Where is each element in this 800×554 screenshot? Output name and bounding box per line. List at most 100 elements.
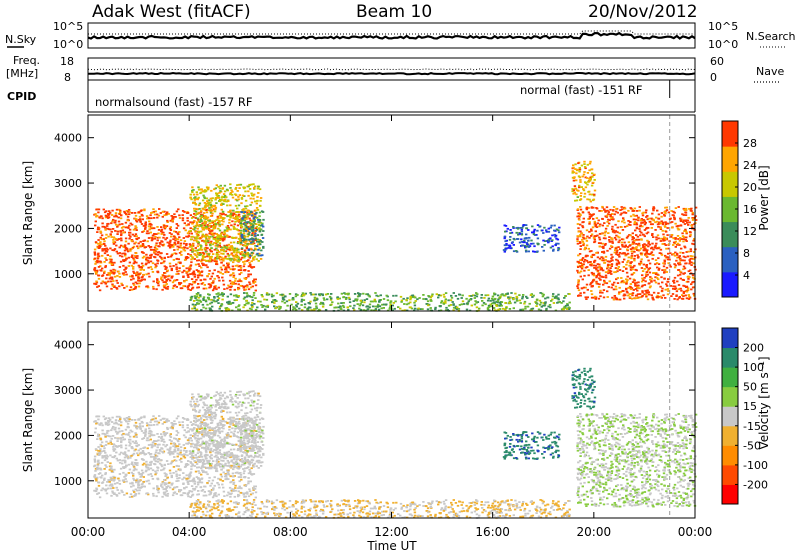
echo-cell <box>138 218 142 220</box>
echo-cell <box>217 428 220 431</box>
echo-cell <box>452 309 455 312</box>
echo-cell <box>590 228 593 231</box>
echo-cell <box>215 252 219 255</box>
echo-cell <box>254 297 257 299</box>
echo-cell <box>207 253 211 256</box>
echo-cell <box>210 467 213 470</box>
echo-cell <box>193 305 196 308</box>
echo-cell <box>689 231 692 234</box>
echo-cell <box>99 260 102 263</box>
echo-cell <box>579 179 582 181</box>
echo-cell <box>512 226 515 228</box>
echo-cell <box>206 224 209 226</box>
echo-cell <box>582 244 585 247</box>
echo-cell <box>392 302 395 304</box>
echo-cell <box>637 284 640 287</box>
echo-cell <box>256 245 259 247</box>
echo-cell <box>205 264 208 267</box>
echo-cell <box>120 226 124 229</box>
echo-cell <box>204 299 207 302</box>
echo-cell <box>200 225 203 227</box>
echo-cell <box>211 212 214 215</box>
echo-cell <box>468 295 471 297</box>
echo-cell <box>621 220 624 223</box>
echo-cell <box>206 266 209 269</box>
echo-cell <box>146 217 149 220</box>
echo-cell <box>392 294 395 297</box>
echo-cell <box>122 260 126 262</box>
echo-cell <box>640 280 644 283</box>
echo-cell <box>682 292 685 294</box>
echo-cell <box>686 222 689 224</box>
echo-cell <box>185 224 188 227</box>
echo-cell <box>216 422 219 425</box>
echo-cell <box>247 249 250 251</box>
echo-cell <box>601 242 604 245</box>
echo-cell <box>234 264 238 267</box>
echo-cell <box>671 214 674 216</box>
echo-cell <box>599 291 602 294</box>
echo-cell <box>625 263 628 266</box>
echo-cell <box>504 309 507 312</box>
echo-cell <box>255 216 259 219</box>
echo-cell <box>577 281 580 284</box>
echo-cell <box>133 212 137 214</box>
echo-cell <box>579 275 582 278</box>
echo-cell <box>152 249 156 251</box>
echo-cell <box>127 472 130 474</box>
echo-cell <box>250 201 254 204</box>
echo-cell <box>545 229 548 232</box>
echo-cell <box>104 472 107 474</box>
echo-cell <box>247 255 250 258</box>
echo-cell <box>152 208 155 211</box>
echo-cell <box>214 198 217 201</box>
echo-cell <box>600 259 604 262</box>
echo-cell <box>368 306 371 309</box>
echo-cell <box>209 307 212 310</box>
echo-cell <box>249 263 252 266</box>
echo-cell <box>623 241 626 244</box>
echo-cell <box>148 220 151 223</box>
echo-cell <box>118 266 122 268</box>
echo-cell <box>367 294 370 297</box>
echo-cell <box>232 272 235 274</box>
echo-cell <box>202 299 205 301</box>
echo-cell <box>182 269 186 272</box>
echo-cell <box>641 270 645 272</box>
echo-cell <box>168 241 172 243</box>
echo-cell <box>194 217 197 219</box>
echo-cell <box>250 210 253 213</box>
echo-cell <box>196 276 200 279</box>
echo-cell <box>626 252 630 255</box>
echo-cell <box>582 242 585 245</box>
echo-cell <box>634 282 637 285</box>
echo-cell <box>161 288 164 291</box>
echo-cell <box>255 258 258 261</box>
echo-cell <box>97 211 100 214</box>
echo-cell <box>591 285 594 288</box>
echo-cell <box>592 218 595 220</box>
echo-cell <box>243 241 246 243</box>
echo-cell <box>310 309 313 311</box>
echo-cell <box>131 233 134 236</box>
echo-cell <box>217 286 220 289</box>
echo-cell <box>161 244 164 246</box>
echo-cell <box>209 242 212 244</box>
echo-cell <box>682 268 685 271</box>
echo-cell <box>223 451 226 454</box>
echo-cell <box>139 272 142 275</box>
echo-cell <box>652 218 655 221</box>
echo-cell <box>627 256 630 259</box>
echo-cell <box>670 234 674 236</box>
echo-cell <box>198 254 201 256</box>
echo-cell <box>639 224 642 227</box>
echo-cell <box>132 282 135 285</box>
echo-cell <box>254 308 258 311</box>
echo-cell <box>413 301 416 304</box>
echo-cell <box>200 210 203 212</box>
echo-cell <box>195 236 198 239</box>
echo-cell <box>139 427 142 429</box>
echo-cell <box>527 250 530 253</box>
echo-cell <box>210 432 213 434</box>
echo-cell <box>240 226 244 228</box>
